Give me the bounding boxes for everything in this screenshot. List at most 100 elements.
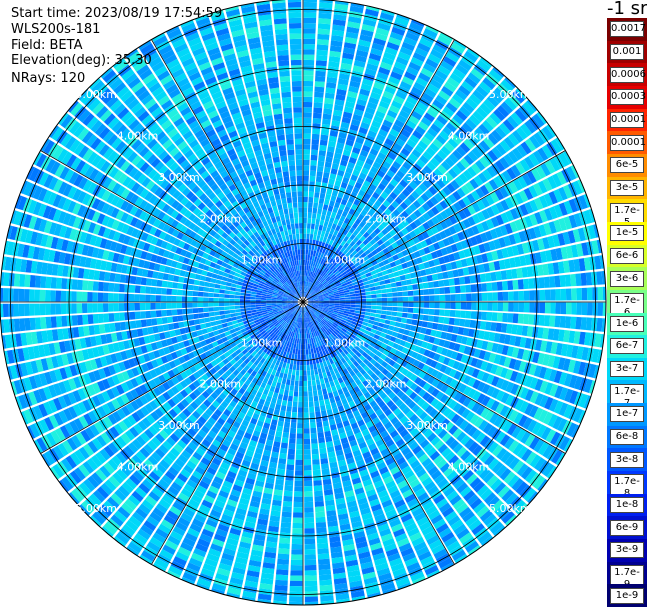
range-gate-cell	[416, 101, 428, 112]
range-gate-cell	[451, 164, 462, 176]
range-gate-cell	[418, 388, 427, 398]
range-gate-cell	[495, 202, 505, 213]
range-gate-cell	[534, 91, 548, 106]
range-gate-cell	[306, 294, 311, 299]
range-gate-cell	[435, 391, 445, 401]
range-gate-cell	[483, 98, 496, 111]
range-gate-cell	[336, 315, 343, 319]
range-gate-cell	[360, 29, 374, 38]
range-gate-cell	[458, 210, 467, 220]
range-gate-cell	[326, 262, 331, 268]
range-gate-cell	[389, 375, 397, 383]
range-gate-cell	[337, 208, 344, 216]
range-gate-cell	[318, 299, 324, 302]
range-gate-cell	[312, 118, 322, 124]
range-gate-cell	[403, 354, 411, 362]
range-gate-cell	[529, 199, 539, 212]
range-gate-cell	[307, 297, 313, 301]
range-gate-cell	[558, 329, 565, 342]
range-gate-cell	[459, 562, 475, 575]
range-gate-cell	[484, 410, 495, 422]
range-gate-cell	[566, 344, 574, 358]
range-gate-cell	[486, 282, 493, 292]
range-gate-cell	[355, 136, 365, 145]
range-gate-cell	[399, 46, 413, 56]
range-gate-cell	[389, 191, 398, 200]
range-gate-cell	[431, 206, 440, 216]
range-gate-cell	[361, 144, 371, 153]
range-gate-cell	[368, 52, 382, 62]
range-gate-cell	[339, 215, 346, 222]
range-gate-cell	[491, 146, 503, 159]
range-gate-cell	[392, 142, 403, 152]
range-gate-cell	[378, 129, 388, 138]
range-gate-cell	[415, 242, 423, 250]
range-gate-cell	[555, 471, 568, 487]
range-gate-cell	[522, 173, 533, 186]
range-gate-cell	[528, 227, 537, 240]
range-gate-cell	[331, 163, 339, 170]
range-gate-cell	[495, 377, 505, 389]
range-gate-cell	[596, 271, 603, 285]
range-gate-cell	[428, 408, 438, 418]
range-gate-cell	[504, 334, 511, 345]
range-gate-cell	[305, 349, 309, 355]
range-gate-cell	[524, 254, 532, 266]
range-gate-cell	[506, 167, 517, 180]
range-gate-cell	[486, 398, 496, 409]
range-gate-cell	[318, 298, 324, 301]
range-gate-cell	[547, 263, 555, 275]
range-gate-cell	[338, 276, 344, 281]
range-gate-cell	[352, 318, 358, 323]
range-gate-cell	[344, 265, 350, 271]
range-gate-cell	[421, 321, 428, 328]
range-gate-cell	[407, 290, 414, 296]
range-gate-cell	[526, 266, 534, 277]
range-gate-cell	[524, 389, 534, 402]
range-gate-cell	[397, 297, 403, 302]
range-gate-cell	[448, 278, 455, 286]
range-gate-cell	[431, 344, 439, 353]
range-gate-cell	[307, 380, 312, 387]
range-gate-cell	[284, 368, 289, 375]
range-gate-cell	[399, 257, 406, 264]
range-gate-cell	[476, 223, 485, 233]
range-gate-cell	[404, 273, 411, 280]
range-gate-cell	[318, 270, 323, 276]
range-gate-cell	[316, 309, 322, 313]
range-gate-cell	[324, 268, 330, 274]
range-gate-cell	[330, 40, 343, 47]
range-gate-cell	[303, 286, 305, 292]
range-gate-cell	[452, 233, 460, 243]
range-gate-cell	[328, 239, 334, 246]
range-gate-cell	[481, 197, 491, 208]
range-gate-cell	[334, 242, 340, 249]
range-gate-cell	[377, 152, 387, 161]
range-gate-cell	[341, 154, 350, 162]
range-gate-cell	[563, 130, 576, 146]
range-gate-cell	[306, 228, 311, 234]
range-gate-cell	[304, 480, 313, 487]
range-gate-cell	[510, 383, 520, 395]
range-gate-cell	[486, 385, 496, 397]
range-gate-cell	[401, 219, 409, 228]
range-gate-cell	[324, 316, 330, 321]
range-gate-cell	[445, 349, 454, 358]
range-gate-cell	[588, 363, 597, 378]
range-gate-cell	[547, 328, 555, 340]
range-gate-cell	[558, 217, 567, 231]
range-gate-cell	[438, 189, 448, 199]
range-gate-cell	[362, 333, 369, 339]
range-gate-cell	[540, 251, 548, 263]
range-gate-cell	[479, 156, 490, 168]
range-gate-cell	[319, 192, 326, 199]
range-gate-cell	[367, 130, 377, 138]
range-gate-cell	[347, 220, 355, 227]
range-gate-cell	[370, 91, 381, 100]
range-gate-cell	[506, 423, 518, 436]
range-gate-cell	[335, 225, 341, 232]
range-gate-cell	[563, 373, 573, 387]
range-gate-cell	[311, 308, 316, 312]
range-gate-cell	[305, 292, 308, 298]
range-gate-cell	[334, 296, 340, 299]
